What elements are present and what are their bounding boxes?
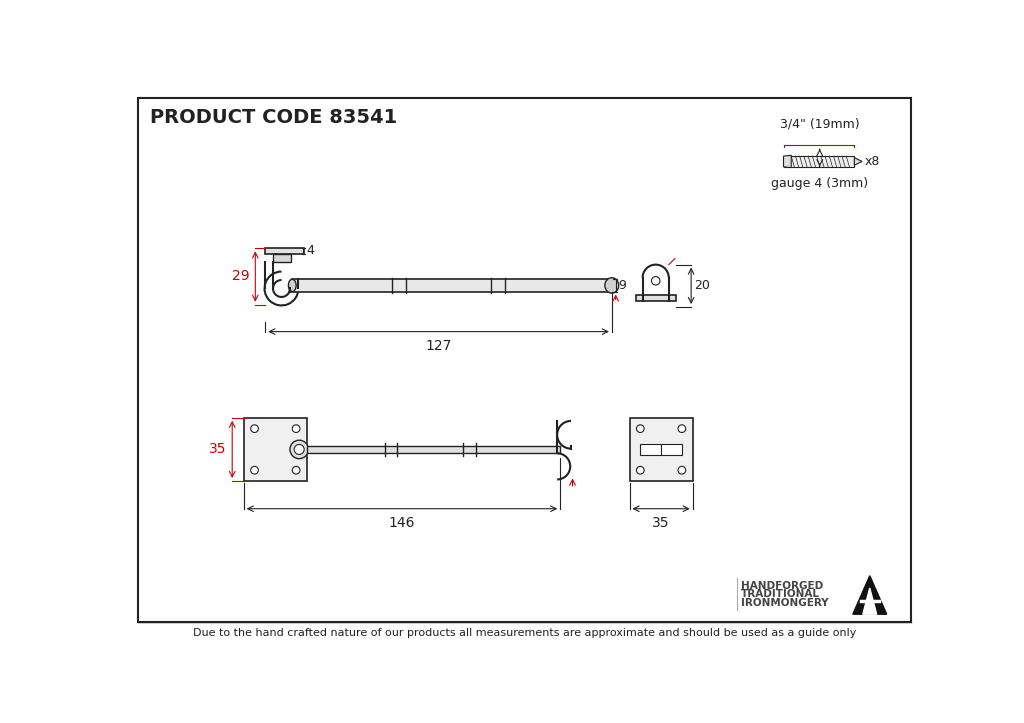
Text: Due to the hand crafted nature of our products all measurements are approximate : Due to the hand crafted nature of our pr… [194, 628, 856, 638]
Polygon shape [863, 588, 877, 615]
Text: x8: x8 [865, 155, 881, 168]
Text: gauge 4 (3mm): gauge 4 (3mm) [771, 176, 868, 189]
Text: IRONMONGERY: IRONMONGERY [741, 598, 828, 607]
Polygon shape [783, 155, 792, 168]
Bar [265, 249, 304, 254]
Bar [292, 279, 611, 291]
Ellipse shape [637, 425, 644, 432]
Text: 146: 146 [388, 516, 415, 531]
Text: 35: 35 [209, 442, 226, 456]
Ellipse shape [290, 440, 308, 458]
Ellipse shape [678, 466, 686, 474]
Bar [640, 444, 682, 455]
Ellipse shape [289, 279, 296, 291]
Ellipse shape [605, 278, 618, 293]
Ellipse shape [637, 466, 644, 474]
Text: 4: 4 [306, 244, 314, 257]
Ellipse shape [678, 425, 686, 432]
Text: 9: 9 [618, 279, 627, 292]
Polygon shape [854, 158, 862, 166]
Ellipse shape [294, 445, 304, 455]
Bar [636, 295, 676, 301]
Bar [630, 418, 692, 481]
Bar [244, 418, 307, 481]
Ellipse shape [292, 425, 300, 432]
Text: 35: 35 [652, 516, 670, 531]
Text: 20: 20 [694, 279, 710, 292]
Bar [273, 254, 292, 262]
Ellipse shape [251, 425, 258, 432]
Polygon shape [853, 576, 887, 615]
Text: 127: 127 [425, 339, 452, 354]
Ellipse shape [251, 466, 258, 474]
Text: 3/4" (19mm): 3/4" (19mm) [780, 118, 859, 131]
Text: PRODUCT CODE 83541: PRODUCT CODE 83541 [150, 108, 397, 127]
Text: TRADITIONAL: TRADITIONAL [741, 589, 820, 599]
Ellipse shape [292, 466, 300, 474]
Bar [783, 156, 854, 167]
Ellipse shape [651, 277, 659, 285]
Text: 29: 29 [231, 269, 249, 283]
Text: HANDFORGED: HANDFORGED [741, 581, 823, 591]
Bar [307, 445, 560, 453]
